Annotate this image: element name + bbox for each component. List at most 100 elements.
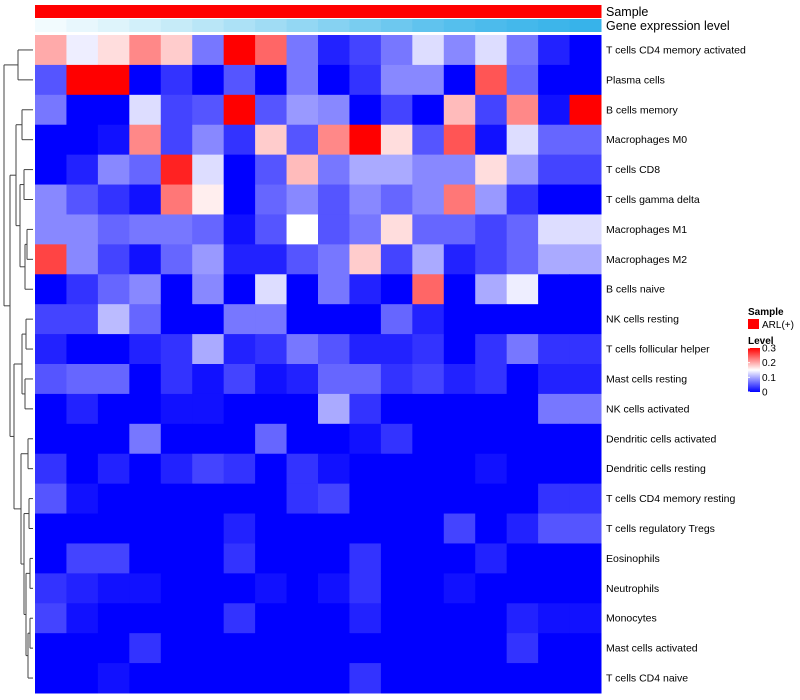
heatmap-cell <box>443 35 476 66</box>
heatmap-cell <box>569 214 602 245</box>
heatmap-cell <box>255 423 288 455</box>
heatmap-cell <box>286 423 319 455</box>
heatmap-cell <box>380 304 413 335</box>
annotation-cell <box>569 5 602 18</box>
heatmap-cell <box>129 274 162 305</box>
heatmap-cell <box>349 184 382 215</box>
legend-tick-label: 0.1 <box>762 373 776 384</box>
heatmap-cell <box>255 393 288 425</box>
heatmap-cell <box>160 154 193 186</box>
heatmap-cell <box>443 573 476 604</box>
heatmap-cell <box>129 94 162 126</box>
heatmap-cell <box>349 64 382 96</box>
heatmap-cell <box>569 633 602 664</box>
heatmap-cell <box>569 603 602 634</box>
heatmap-cell <box>380 35 413 66</box>
heatmap-cell <box>35 513 67 544</box>
heatmap-cell <box>255 154 288 186</box>
heatmap-cell <box>318 35 350 66</box>
heatmap-cell <box>97 393 130 425</box>
heatmap-cell <box>475 423 508 455</box>
row-label: T cells follicular helper <box>606 344 710 356</box>
heatmap-cell <box>412 483 445 515</box>
heatmap-cell <box>66 483 99 515</box>
legend-sample-swatch <box>748 319 759 329</box>
heatmap-cell <box>255 64 288 96</box>
heatmap-cell <box>129 184 162 215</box>
heatmap-cell <box>538 663 571 694</box>
heatmap-cell <box>160 573 193 604</box>
heatmap-cell <box>506 154 539 186</box>
heatmap-cell <box>35 214 67 245</box>
row-label: NK cells activated <box>606 403 690 415</box>
heatmap-cell <box>380 603 413 634</box>
heatmap-cell <box>506 603 539 634</box>
heatmap-cell <box>349 274 382 305</box>
heatmap-cell <box>349 244 382 275</box>
heatmap-cell <box>223 184 256 215</box>
heatmap-cell <box>443 154 476 186</box>
heatmap-cell <box>286 64 319 96</box>
heatmap-cell <box>160 453 193 485</box>
heatmap-cell <box>223 423 256 455</box>
heatmap-cell <box>506 663 539 694</box>
row-label: T cells regulatory Tregs <box>606 523 715 535</box>
heatmap-cell <box>538 94 571 126</box>
heatmap-cell <box>318 244 350 275</box>
heatmap-cell <box>380 543 413 574</box>
heatmap-cell <box>475 94 508 126</box>
heatmap-cell <box>412 124 445 156</box>
annotation-cell <box>192 5 225 18</box>
heatmap-cell <box>412 244 445 275</box>
heatmap-cell <box>97 663 130 694</box>
heatmap-cell <box>192 393 225 425</box>
heatmap-cell <box>475 64 508 96</box>
heatmap-cell <box>129 154 162 186</box>
heatmap-cell <box>443 274 476 305</box>
heatmap-cell <box>160 423 193 455</box>
heatmap-cell <box>318 573 350 604</box>
heatmap-cell <box>443 334 476 365</box>
heatmap-cell <box>349 334 382 365</box>
heatmap-cell <box>318 663 350 694</box>
heatmap-cell <box>569 35 602 66</box>
heatmap-cell <box>412 393 445 425</box>
heatmap-cell <box>129 364 162 395</box>
heatmap-cell <box>286 573 319 604</box>
heatmap-cell <box>255 274 288 305</box>
heatmap-cell <box>443 393 476 425</box>
row-label: B cells memory <box>606 104 679 116</box>
heatmap-cell <box>97 304 130 335</box>
heatmap-cell <box>97 64 130 96</box>
heatmap-cell <box>66 453 99 485</box>
heatmap-cell <box>412 603 445 634</box>
heatmap-cell <box>223 334 256 365</box>
heatmap-cell <box>475 513 508 544</box>
heatmap-cell <box>569 663 602 694</box>
legend-tick-label: 0 <box>762 388 768 399</box>
heatmap-cell <box>255 244 288 275</box>
heatmap-cell <box>255 513 288 544</box>
heatmap-cell <box>66 124 99 156</box>
row-label: T cells gamma delta <box>606 194 700 206</box>
annotation-cell <box>160 19 193 32</box>
heatmap-cell <box>35 124 67 156</box>
heatmap-cell <box>255 603 288 634</box>
heatmap-cell <box>97 334 130 365</box>
heatmap-cell <box>255 633 288 664</box>
heatmap-cell <box>129 393 162 425</box>
row-label: T cells CD8 <box>606 164 660 176</box>
annotation-cell <box>192 19 225 32</box>
heatmap-cell <box>35 483 67 515</box>
heatmap-cell <box>349 603 382 634</box>
heatmap-cell <box>349 154 382 186</box>
annotation-label-gene-expression-level: Gene expression level <box>606 19 730 33</box>
heatmap-cell <box>255 35 288 66</box>
row-label: Macrophages M1 <box>606 224 687 236</box>
heatmap-cell <box>286 334 319 365</box>
heatmap-cell <box>475 35 508 66</box>
heatmap-cell <box>286 94 319 126</box>
heatmap-cell <box>475 663 508 694</box>
heatmap-cell <box>318 543 350 574</box>
heatmap-cell <box>192 274 225 305</box>
